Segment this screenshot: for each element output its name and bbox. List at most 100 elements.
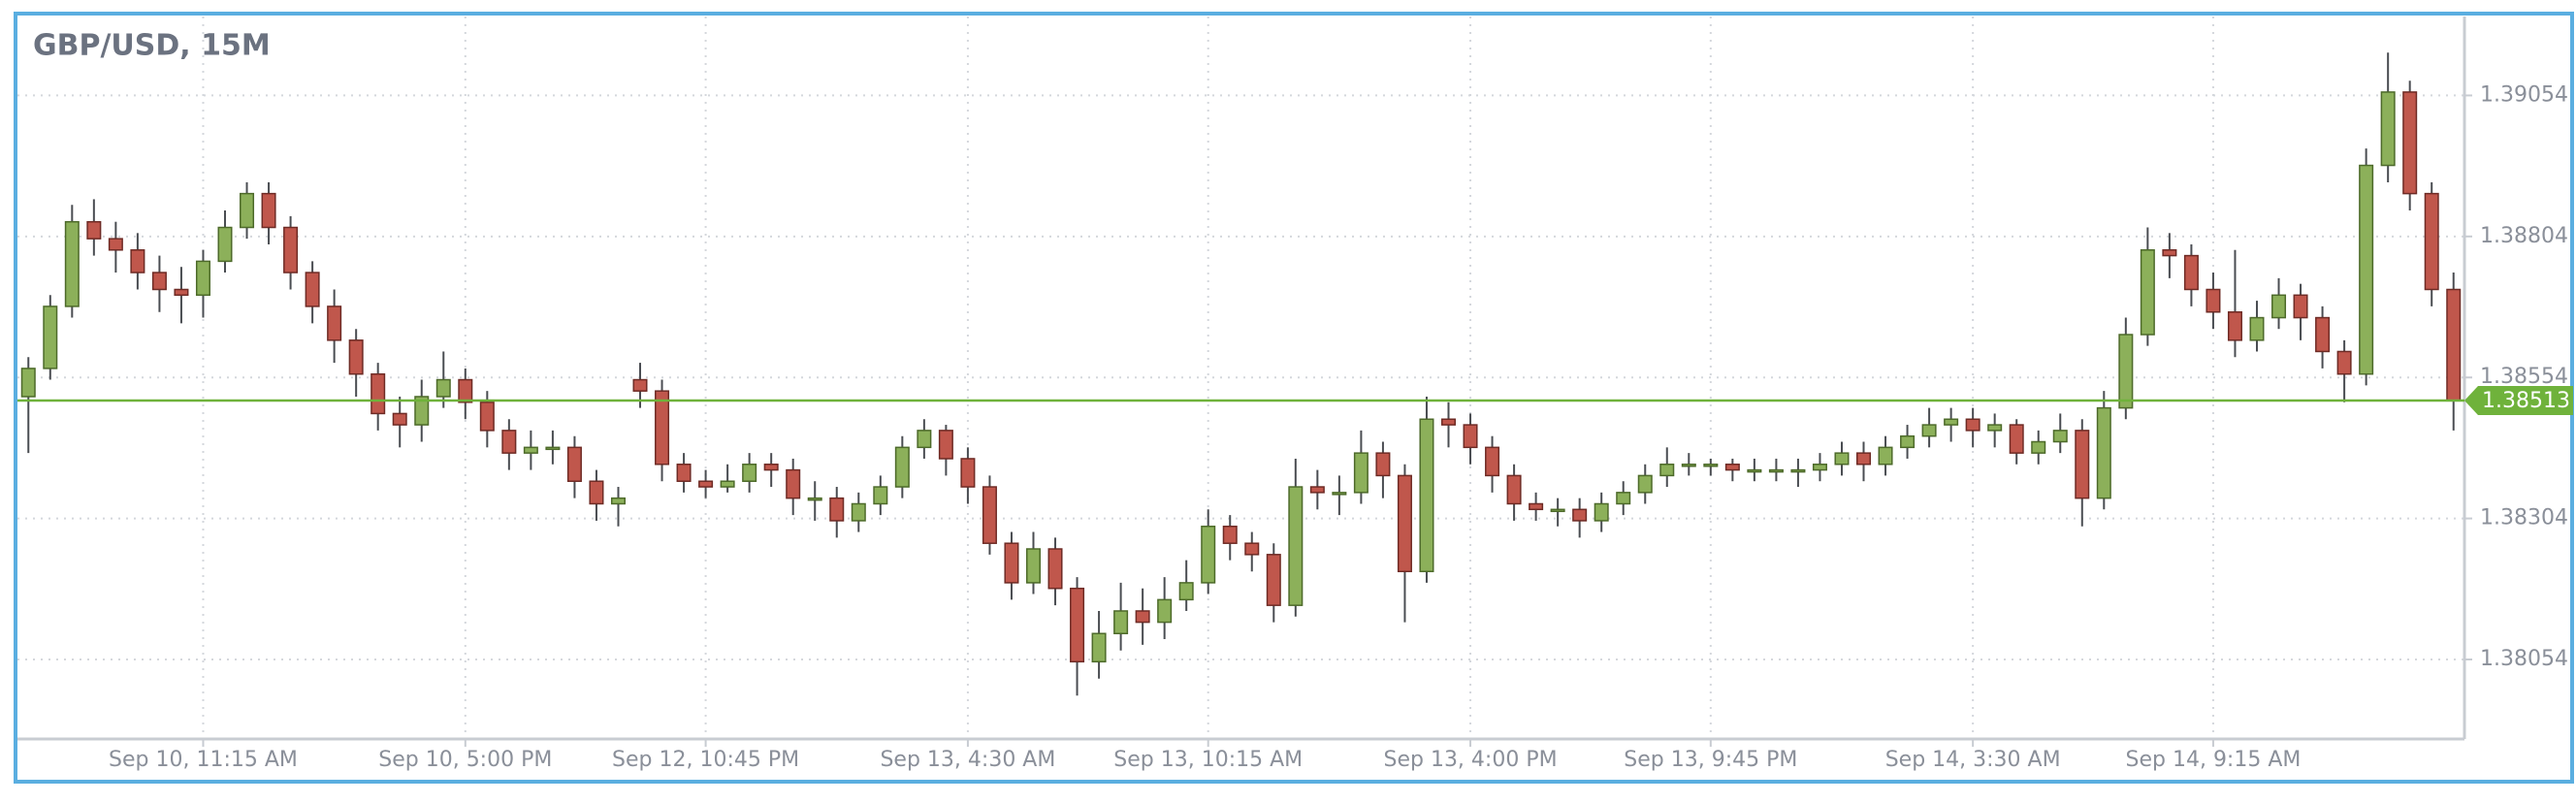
- candle-body: [130, 249, 145, 273]
- candle-body: [1419, 418, 1434, 573]
- candle-body: [742, 464, 757, 482]
- candle-body: [174, 288, 189, 297]
- candle-body: [1878, 446, 1893, 466]
- candle-body: [1440, 418, 1457, 426]
- candle-body: [458, 378, 473, 403]
- candle-body: [2183, 254, 2199, 291]
- x-tick-label: Sep 14, 9:15 AM: [2126, 748, 2302, 772]
- candle-body: [960, 458, 976, 488]
- chart-frame: [14, 12, 2574, 784]
- candle-body: [1747, 468, 1762, 473]
- candle-body: [1201, 525, 1216, 584]
- x-tick-label: Sep 13, 9:45 PM: [1624, 748, 1797, 772]
- candle-body: [2031, 440, 2046, 454]
- candle-body: [1397, 474, 1412, 573]
- candle-body: [1113, 610, 1129, 634]
- candle-body: [2052, 430, 2068, 443]
- candle-body: [1550, 508, 1565, 513]
- candle-body: [1944, 418, 1959, 426]
- y-tick-label: 1.38554: [2480, 365, 2568, 389]
- candle-body: [566, 446, 582, 482]
- candle-body: [610, 497, 626, 505]
- candle-body: [392, 412, 407, 426]
- candle-body: [655, 390, 670, 466]
- candle-body: [2424, 192, 2439, 291]
- candle-body: [370, 372, 386, 415]
- candle-body: [1309, 486, 1325, 494]
- candle-body: [348, 339, 364, 375]
- candle-body: [501, 430, 517, 454]
- candle-body: [1659, 464, 1675, 477]
- candle-body: [632, 378, 648, 392]
- candle-body: [1135, 610, 1150, 624]
- candle-body: [938, 430, 953, 460]
- candle-body: [43, 305, 58, 369]
- candle-body: [435, 378, 451, 398]
- candle-body: [2249, 316, 2265, 341]
- x-tick-label: Sep 10, 5:00 PM: [378, 748, 552, 772]
- candle-body: [1529, 502, 1544, 511]
- current-price-tag: [2464, 386, 2573, 416]
- candle-body: [589, 480, 604, 505]
- candle-body: [807, 497, 822, 501]
- candle-body: [1070, 587, 1085, 663]
- candle-body: [2271, 294, 2287, 319]
- candle-body: [1594, 502, 1609, 522]
- candle-body: [1047, 548, 1063, 590]
- x-tick-label: Sep 10, 11:15 AM: [109, 748, 298, 772]
- chart-title: GBP/USD, 15M: [33, 29, 271, 63]
- candle-body: [2293, 294, 2308, 319]
- candle-body: [523, 446, 538, 454]
- candle-body: [1572, 508, 1588, 522]
- candle-body: [1266, 554, 1281, 606]
- candle-body: [1856, 452, 1872, 466]
- candle-body: [676, 464, 692, 482]
- candle-body: [2140, 249, 2155, 336]
- candle-body: [698, 480, 714, 488]
- x-tick-label: Sep 14, 3:30 AM: [1885, 748, 2061, 772]
- candle-body: [1834, 452, 1850, 466]
- candle-body: [1288, 486, 1304, 606]
- candle-body: [1790, 468, 1806, 473]
- y-tick-label: 1.38054: [2480, 647, 2568, 671]
- candle-body: [1768, 468, 1784, 473]
- candle-body: [240, 192, 255, 229]
- candle-body: [1157, 598, 1173, 624]
- candle-body: [1724, 464, 1740, 471]
- candle-body: [2096, 406, 2111, 499]
- x-tick-label: Sep 13, 4:30 AM: [880, 748, 1055, 772]
- candle-body: [2402, 91, 2418, 195]
- candle-body: [2075, 430, 2090, 499]
- candle-body: [261, 192, 276, 229]
- candle-body: [1025, 548, 1042, 584]
- candle-body: [86, 220, 102, 240]
- candle-body: [873, 486, 888, 505]
- candle-body: [1637, 474, 1653, 494]
- candle-body: [1616, 492, 1631, 505]
- candle-body: [1965, 418, 1980, 432]
- candle-body: [2336, 350, 2352, 375]
- candle-body: [1987, 424, 2003, 432]
- candle-body: [1681, 464, 1696, 467]
- candle-body: [1375, 452, 1391, 477]
- y-tick-label: 1.39054: [2480, 82, 2568, 107]
- candle-body: [2446, 288, 2462, 402]
- candle-body: [763, 464, 779, 471]
- candle-body: [283, 226, 299, 273]
- candle-body: [1178, 582, 1194, 601]
- candle-body: [1004, 542, 1019, 584]
- candle-body: [2009, 424, 2024, 454]
- candle-body: [545, 446, 561, 451]
- candle-body: [1332, 492, 1347, 496]
- candle-body: [195, 260, 210, 297]
- candle-body: [479, 402, 495, 432]
- y-tick-label: 1.38304: [2480, 506, 2568, 530]
- candle-body: [720, 480, 735, 488]
- candle-body: [1222, 525, 1238, 544]
- candle-body: [64, 220, 80, 307]
- x-tick-label: Sep 13, 10:15 AM: [1113, 748, 1303, 772]
- candle-body: [829, 497, 845, 522]
- candle-body: [2206, 288, 2221, 313]
- candle-body: [217, 226, 233, 263]
